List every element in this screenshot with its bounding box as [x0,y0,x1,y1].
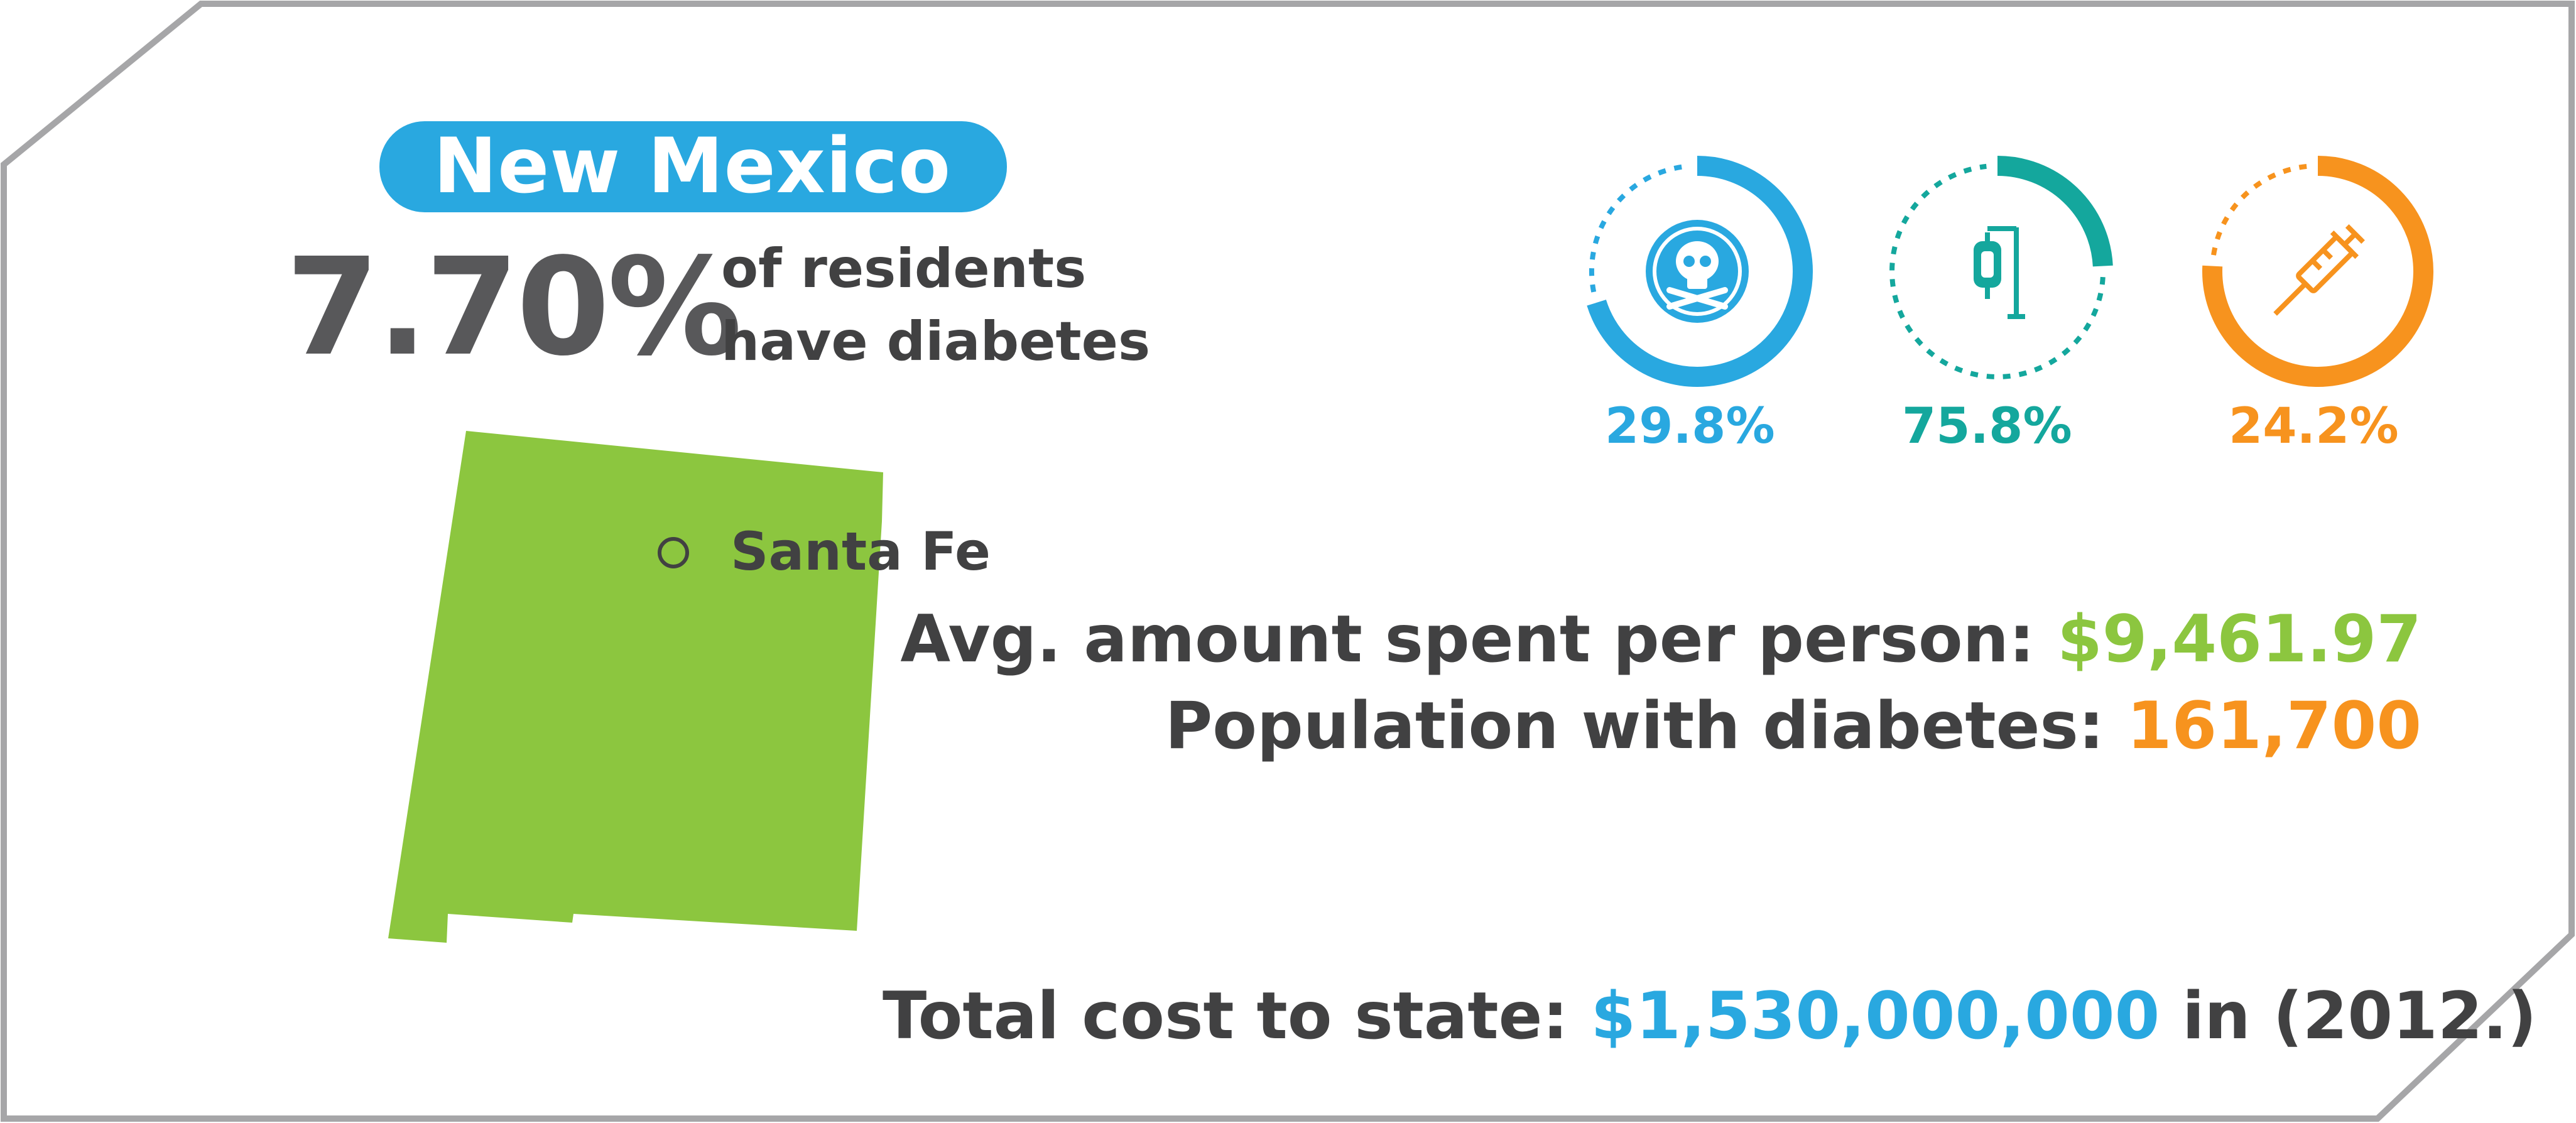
prevalence-caption-line2: have diabetes [721,310,1151,373]
state-title: New Mexico [433,122,952,210]
population-label: Population with diabetes: [1165,688,2127,764]
total-cost-label: Total cost to state: [883,979,1591,1054]
prevalence-percent: 7.70% [286,229,742,386]
ring-1-dashed-track [1589,163,1687,293]
ring-2-solid-arc [1997,156,2113,267]
syringe-icon [2273,224,2365,316]
ring-3-dashed-track [2211,163,2307,256]
ring-gauge-2 [1889,156,2113,379]
ring-3-solid-arc [2202,156,2433,387]
title-badge [379,121,1007,212]
state-shape [388,431,883,943]
total-cost-value: $1,530,000,000 [1590,979,2160,1054]
capital-marker-icon [658,537,689,568]
population-value: 161,700 [2126,688,2421,764]
avg-spend-line: Avg. amount spent per person: $9,461.97 [900,602,2421,677]
ring-gauge-3 [2202,156,2433,387]
avg-spend-value: $9,461.97 [2057,602,2421,677]
avg-spend-label: Avg. amount spent per person: [900,602,2058,677]
capital-label: Santa Fe [731,521,991,582]
total-cost-suffix: in (2012.) [2160,979,2537,1054]
ring-gauge-1 [1587,156,1813,387]
population-line: Population with diabetes: 161,700 [1165,688,2421,764]
ring-2-label: 75.8% [1902,398,2072,455]
ring-1-solid-arc [1587,156,1813,387]
skull-crossbones-icon [1646,220,1749,323]
ring-3-label: 24.2% [2229,398,2399,455]
total-cost-line: Total cost to state: $1,530,000,000 in (… [883,979,2537,1054]
ring-1-label: 29.8% [1605,398,1775,455]
iv-drip-bag-icon [1974,226,2025,319]
prevalence-caption-line1: of residents [721,237,1087,300]
